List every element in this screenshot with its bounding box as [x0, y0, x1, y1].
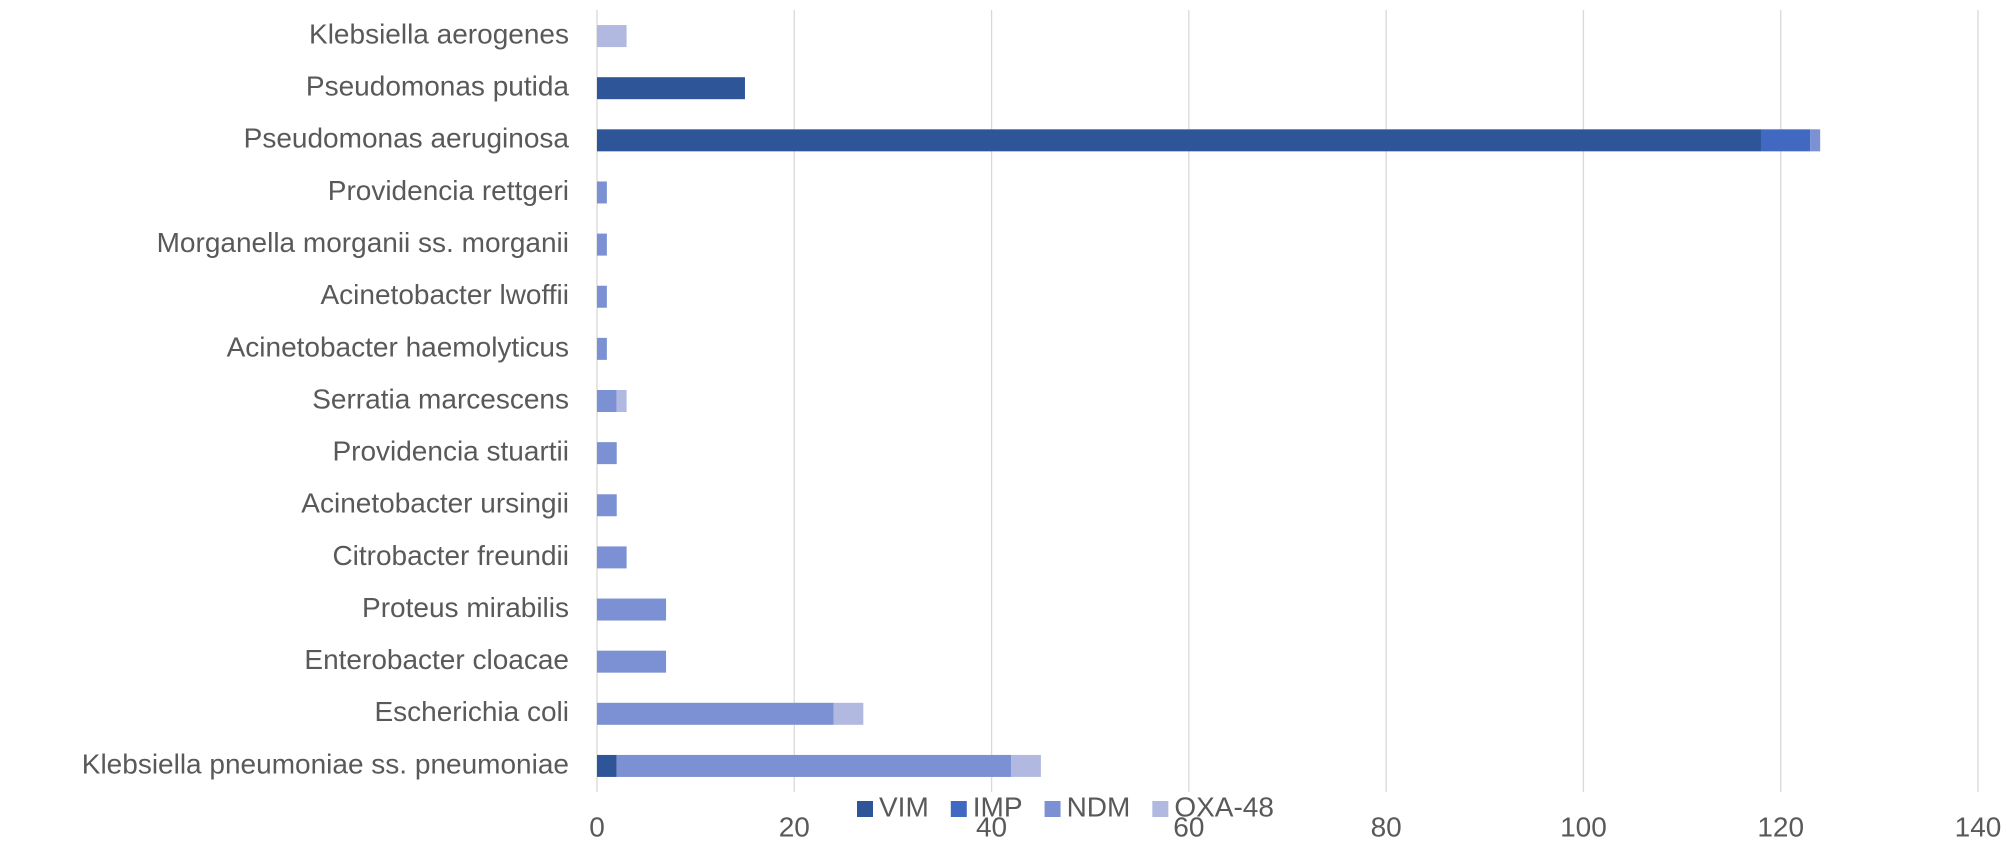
x-tick-label: 0: [589, 811, 605, 842]
x-tick-label: 40: [976, 811, 1007, 842]
y-tick-label: Acinetobacter lwoffii: [321, 279, 570, 310]
x-tick-label: 80: [1371, 811, 1402, 842]
legend-label: OXA-48: [1174, 791, 1274, 822]
y-tick-label: Escherichia coli: [374, 696, 569, 727]
bar-segment: [1760, 129, 1811, 152]
y-tick-label: Pseudomonas aeruginosa: [244, 123, 570, 154]
legend-swatch: [1152, 801, 1169, 817]
bar-segment: [597, 702, 834, 725]
bar-segment: [1011, 754, 1041, 777]
legend-swatch: [1044, 801, 1061, 817]
bar-segment: [616, 390, 627, 412]
bar-segment: [597, 25, 627, 48]
y-tick-label: Citrobacter freundii: [332, 540, 569, 571]
bar-segment: [597, 181, 607, 204]
y-tick-label: Enterobacter cloacae: [304, 644, 569, 675]
bar-segment: [597, 442, 617, 465]
y-tick-label: Klebsiella aerogenes: [309, 18, 569, 49]
x-tick-label: 20: [779, 811, 810, 842]
y-tick-label: Providencia stuartii: [332, 436, 569, 467]
bar-segment: [597, 494, 617, 517]
bar-segment: [616, 754, 1012, 777]
y-tick-label: Proteus mirabilis: [362, 592, 569, 623]
bar-segment: [597, 650, 667, 673]
x-tick-label: 100: [1560, 811, 1607, 842]
bar-segment: [1810, 129, 1821, 152]
bar-segment: [597, 598, 667, 621]
y-tick-label: Klebsiella pneumoniae ss. pneumoniae: [82, 748, 569, 779]
y-tick-label: Acinetobacter ursingii: [301, 488, 569, 519]
x-tick-label: 140: [1955, 811, 2002, 842]
legend-label: NDM: [1067, 791, 1131, 822]
legend-label: IMP: [973, 791, 1023, 822]
x-tick-label: 120: [1757, 811, 1804, 842]
bar-segment: [597, 129, 1761, 152]
bar-segment: [597, 337, 607, 360]
legend-label: VIM: [879, 791, 929, 822]
y-tick-label: Acinetobacter haemolyticus: [227, 331, 569, 362]
y-tick-label: Providencia rettgeri: [328, 175, 569, 206]
y-tick-label: Pseudomonas putida: [306, 71, 570, 102]
bar-segment: [597, 233, 607, 256]
bar-segment: [597, 285, 607, 308]
legend-swatch: [950, 801, 967, 817]
bar-segment: [597, 754, 617, 777]
bar-segment: [597, 546, 627, 569]
bar-segment: [833, 702, 864, 725]
y-tick-label: Serratia marcescens: [312, 383, 569, 414]
bar-segment: [597, 77, 745, 100]
bar-segment: [597, 390, 617, 412]
legend-swatch: [857, 801, 873, 817]
y-tick-label: Morganella morganii ss. morganii: [157, 227, 569, 258]
x-tick-label: 60: [1173, 811, 1204, 842]
